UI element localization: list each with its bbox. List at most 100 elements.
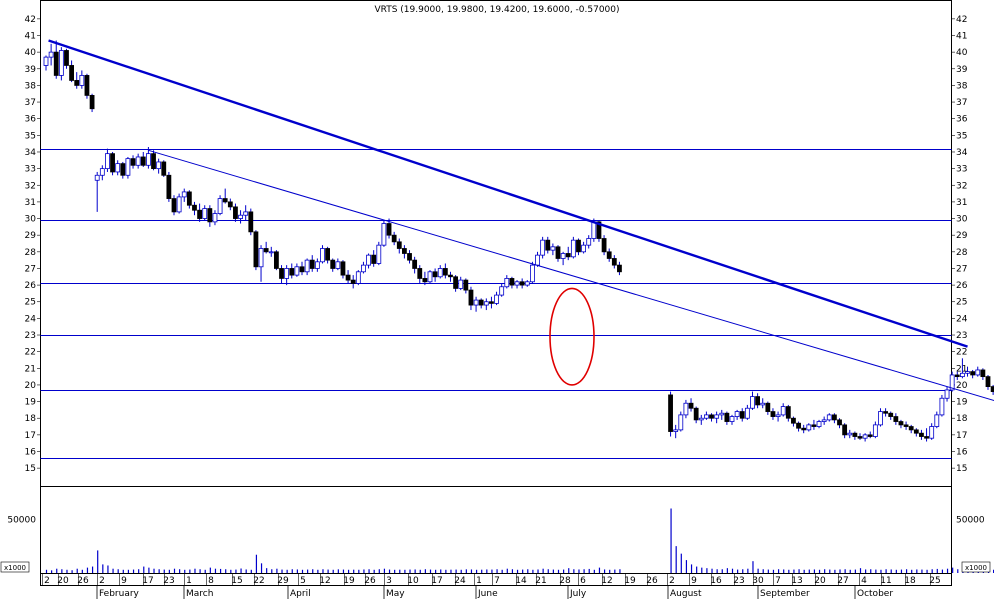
candle-up: [181, 191, 187, 198]
day-label: 17: [431, 576, 442, 586]
price-tick-left: 39: [25, 65, 37, 75]
price-tick-right: 39: [956, 65, 968, 75]
month-label: October: [857, 589, 893, 599]
price-tick-right: 30: [956, 215, 968, 225]
candle-down: [299, 266, 305, 273]
candle-down: [233, 206, 238, 219]
month-label: February: [99, 589, 140, 599]
price-tick-right: 17: [956, 431, 967, 441]
candle-up: [483, 301, 489, 306]
candle-down: [391, 234, 397, 243]
candle-down: [309, 259, 315, 269]
day-label: 1: [186, 576, 192, 586]
candle-up: [872, 424, 878, 437]
candle-up: [304, 259, 310, 273]
candle-down: [785, 406, 791, 419]
day-label: 15: [231, 576, 242, 586]
candle-down: [407, 253, 412, 261]
candle-up: [683, 402, 689, 416]
candle-up: [530, 264, 535, 283]
candle-up: [678, 414, 684, 431]
price-tick-left: 31: [25, 198, 36, 208]
candle-up: [704, 414, 709, 419]
month-label: April: [290, 589, 311, 599]
day-label: 9: [121, 576, 127, 586]
candle-up: [48, 51, 54, 58]
price-tick-right: 29: [956, 231, 968, 241]
gap-annotation-ellipse: [549, 287, 595, 386]
month-label: June: [477, 589, 498, 599]
price-tick-left: 36: [25, 115, 37, 125]
candle-down: [908, 426, 914, 431]
month-label: March: [186, 589, 213, 599]
candle-down: [453, 276, 459, 289]
month-label: August: [670, 589, 702, 599]
candle-up: [862, 434, 868, 439]
candle-down: [617, 264, 622, 273]
candle-down: [970, 371, 976, 376]
day-label: 17: [142, 576, 153, 586]
candle-down: [555, 246, 561, 259]
candle-down: [990, 386, 994, 392]
candle-down: [325, 248, 331, 261]
candle-up: [217, 198, 223, 214]
candle-down: [724, 412, 730, 422]
candle-up: [427, 271, 433, 283]
day-label: 13: [791, 576, 802, 586]
day-label: 2: [99, 576, 105, 586]
day-label: 26: [364, 576, 376, 586]
price-tick-left: 38: [25, 81, 37, 91]
day-label: 19: [624, 576, 636, 586]
candle-up: [847, 432, 853, 436]
price-tick-right: 26: [956, 281, 968, 291]
day-label: 26: [77, 576, 89, 586]
month-label: September: [760, 589, 810, 599]
candle-up: [780, 406, 786, 416]
price-tick-right: 38: [956, 81, 968, 91]
time-axis: 2 20 26 2 9 17 23 1 8 15 22 29 5 12 19 26 3 10 17 24 1 7 14 21 2…: [40, 573, 952, 599]
candle-up: [591, 221, 597, 239]
day-label: 25: [929, 576, 940, 586]
candle-up: [934, 414, 940, 427]
candle-down: [985, 376, 991, 388]
candle-down: [64, 50, 69, 66]
candle-down: [478, 299, 484, 306]
price-tick-right: 33: [956, 165, 967, 175]
candle-down: [888, 412, 894, 417]
price-tick-left: 30: [25, 215, 37, 225]
day-label: 20: [57, 576, 69, 586]
day-label: 21: [535, 576, 546, 586]
candle-up: [524, 281, 530, 286]
price-tick-left: 34: [25, 148, 37, 158]
volume-axis-ticks: 50000 50000: [7, 515, 985, 525]
candle-up: [94, 174, 100, 181]
candle-up: [105, 153, 110, 170]
candle-down: [857, 436, 863, 439]
candle-up: [581, 244, 586, 253]
day-label: 6: [580, 576, 586, 586]
day-label: 23: [733, 576, 744, 586]
candle-down: [273, 251, 279, 269]
candle-down: [417, 268, 423, 279]
candle-down: [350, 279, 356, 284]
candle-down: [330, 259, 336, 269]
day-label: 18: [904, 576, 916, 586]
candle-up: [570, 239, 576, 258]
price-tick-right: 21: [956, 364, 967, 374]
candle-down: [489, 301, 494, 304]
candle-down: [161, 161, 167, 176]
candle-up: [268, 251, 274, 254]
trendline-thick: [48, 39, 968, 348]
day-label: 20: [814, 576, 826, 586]
candle-down: [248, 211, 254, 233]
day-label: 11: [880, 576, 891, 586]
candle-down: [852, 432, 858, 437]
price-tick-left: 27: [25, 264, 36, 274]
candle-down: [186, 191, 192, 206]
day-label: 4: [861, 576, 867, 586]
price-tick-right: 20: [956, 381, 968, 391]
candle-down: [765, 402, 771, 412]
price-tick-left: 33: [25, 165, 36, 175]
candle-down: [893, 416, 899, 422]
candle-down: [791, 417, 796, 424]
